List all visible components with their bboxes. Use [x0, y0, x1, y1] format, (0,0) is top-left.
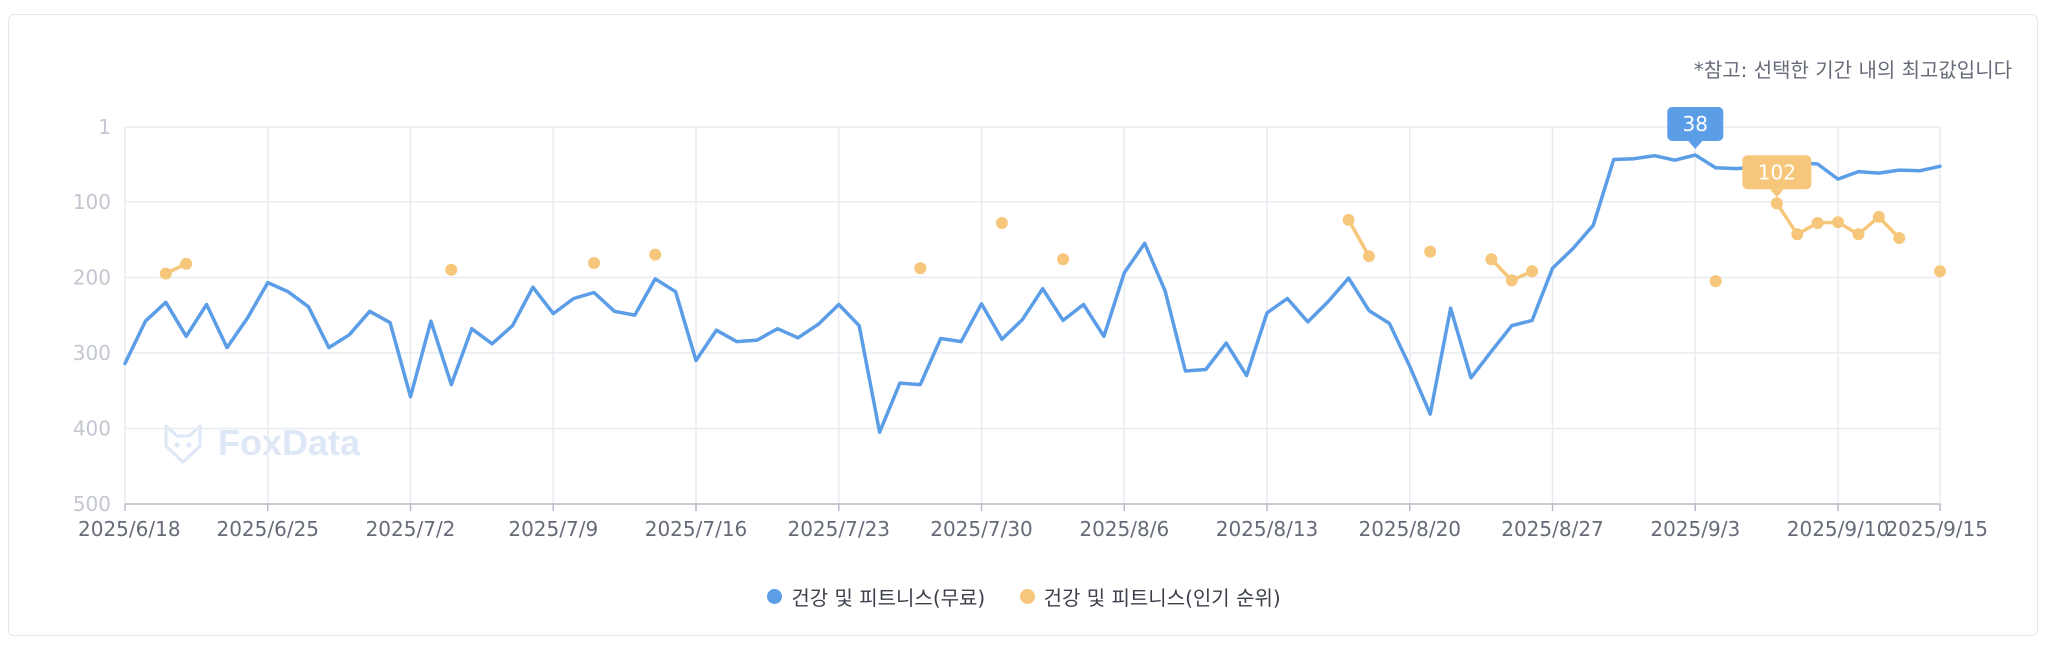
x-tick-label: 2025/9/3 [1650, 517, 1740, 541]
y-tick-label: 300 [73, 341, 111, 365]
series-point-1 [1526, 265, 1539, 278]
legend-swatch-popular [1019, 589, 1035, 604]
x-tick-label: 2025/7/9 [508, 517, 598, 541]
x-tick-label: 2025/9/10 [1787, 517, 1890, 541]
x-tick-label: 2025/6/18 [78, 517, 181, 541]
y-tick-label: 1 [98, 115, 111, 139]
peak-label-1: 102 [1758, 160, 1796, 184]
series-point-1 [649, 248, 662, 261]
series-point-1 [1934, 265, 1946, 278]
x-tick-label: 2025/8/27 [1501, 517, 1604, 541]
series-point-1 [1791, 228, 1804, 241]
series-point-1 [1342, 213, 1355, 226]
series-point-1 [1872, 210, 1885, 223]
x-tick-label: 2025/8/6 [1079, 517, 1169, 541]
y-tick-label: 500 [73, 492, 111, 516]
x-tick-label: 2025/7/23 [787, 517, 890, 541]
series-point-1 [445, 263, 458, 276]
series-point-1 [1057, 253, 1070, 266]
x-tick-label: 2025/8/13 [1216, 517, 1319, 541]
series-point-1 [159, 267, 172, 280]
peak-callout-pointer-1 [1769, 189, 1784, 198]
series-point-1 [1811, 216, 1824, 229]
series-line-1 [1346, 218, 1371, 258]
x-tick-label: 2025/7/16 [645, 517, 748, 541]
series-point-1 [1893, 232, 1906, 245]
fox-logo-icon [164, 424, 202, 464]
legend-label-popular: 건강 및 피트니스(인기 순위) [1043, 586, 1281, 610]
series-point-1 [1832, 216, 1845, 229]
x-tick-label: 2025/8/20 [1358, 517, 1461, 541]
legend-item-free[interactable]: 건강 및 피트니스(무료) [767, 582, 985, 611]
peak-label-0: 38 [1683, 112, 1708, 136]
series-point-1 [1424, 245, 1437, 258]
series-point-1 [914, 262, 927, 275]
series-point-1 [1852, 228, 1865, 241]
series-point-1 [1362, 250, 1375, 263]
series-point-1 [180, 257, 193, 270]
y-tick-label: 400 [73, 416, 111, 440]
peak-callout-0 [1667, 106, 1724, 141]
peak-note: *참고: 선택한 기간 내의 최고값입니다 [1693, 58, 2012, 82]
series-point-1 [995, 216, 1008, 229]
legend: 건강 및 피트니스(무료) 건강 및 피트니스(인기 순위) [0, 582, 2048, 611]
legend-label-free: 건강 및 피트니스(무료) [791, 586, 986, 610]
series-point-1 [1505, 274, 1518, 287]
x-tick-label: 2025/6/25 [216, 517, 319, 541]
series-point-1 [588, 256, 601, 269]
peak-callout-pointer-0 [1688, 140, 1703, 149]
y-tick-label: 100 [73, 190, 111, 214]
x-tick-label: 2025/7/30 [930, 517, 1033, 541]
legend-swatch-free [767, 589, 783, 604]
peak-marker-1 [1770, 197, 1783, 210]
series-line-0 [123, 153, 1942, 434]
x-tick-label: 2025/7/2 [366, 517, 456, 541]
series-point-1 [1709, 275, 1722, 288]
peak-callout-1 [1742, 155, 1812, 190]
y-tick-label: 200 [73, 265, 111, 289]
series-point-1 [1485, 253, 1498, 266]
x-tick-label: 2025/9/15 [1885, 517, 1988, 541]
legend-item-popular[interactable]: 건강 및 피트니스(인기 순위) [1019, 582, 1281, 611]
